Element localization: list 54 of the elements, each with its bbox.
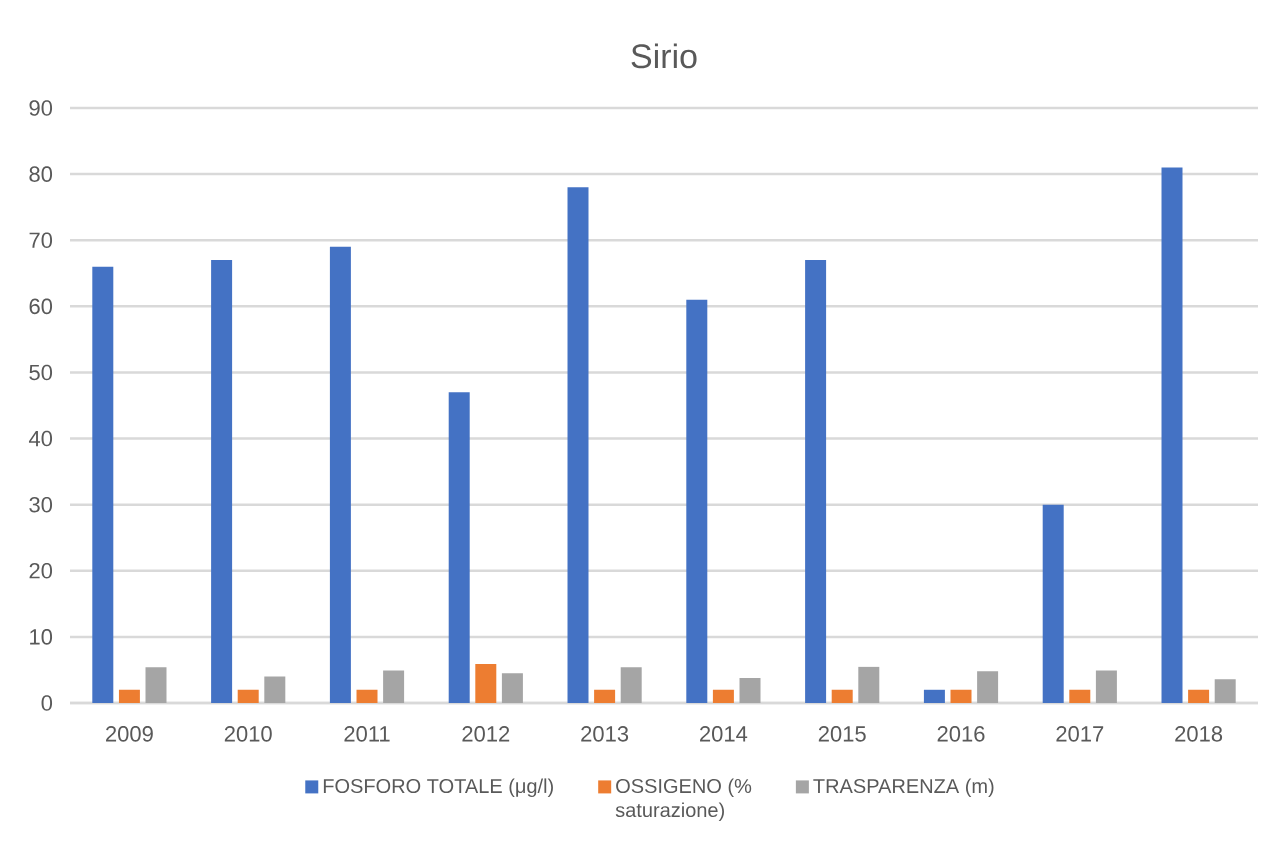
x-tick-label: 2014 [700,726,748,742]
y-tick-label: 0 [41,695,53,711]
bar [594,689,616,703]
chart-title: Sirio [631,43,697,69]
legend-label: FOSFORO TOTALE (μg/l) [323,778,553,798]
bar [686,299,708,703]
bar [739,677,761,703]
y-tick-label: 40 [28,430,53,447]
bar [118,689,140,703]
y-tick-label: 60 [29,298,53,315]
legend-label: TRASPARENZA (m) [813,778,994,798]
bar [264,676,286,703]
bar [383,670,405,703]
bar [448,392,470,703]
x-tick-label: 2015 [818,726,866,742]
y-tick-label: 90 [29,100,53,116]
bar [620,667,642,703]
y-tick-label: 50 [29,364,53,381]
bar [329,246,351,703]
bar [356,689,378,703]
bar [858,666,880,703]
y-tick-label: 70 [29,232,53,249]
bar [923,689,945,703]
x-tick-label: 2009 [106,726,153,742]
y-tick-label: 30 [29,496,53,513]
legend-label: OSSIGENO (% saturazione) [615,778,752,822]
bar [1069,689,1091,703]
y-tick-label: 80 [29,166,53,182]
bar [1042,504,1064,703]
bar [567,187,589,703]
bar [211,260,233,703]
y-tick-label: 20 [29,563,53,579]
x-tick-label: 2013 [581,726,629,742]
bar [145,667,167,703]
bar [805,260,827,703]
bar [1161,167,1183,703]
x-tick-label: 2012 [462,726,510,742]
bar [237,689,259,703]
bar [475,663,497,703]
y-tick-label: 10 [30,629,53,645]
x-tick-label: 2018 [1175,726,1223,742]
bar [977,671,999,703]
bar [1188,689,1210,703]
x-tick-label: 2010 [224,726,272,742]
bar [712,689,734,703]
x-tick-label: 2016 [937,726,985,742]
bar [501,673,523,703]
x-tick-label: 2017 [1056,726,1104,742]
bar [831,689,853,703]
bar [1095,670,1117,703]
bar [1214,679,1236,703]
bar [92,266,114,703]
x-tick-label: 2011 [344,726,390,742]
bar [950,689,972,703]
